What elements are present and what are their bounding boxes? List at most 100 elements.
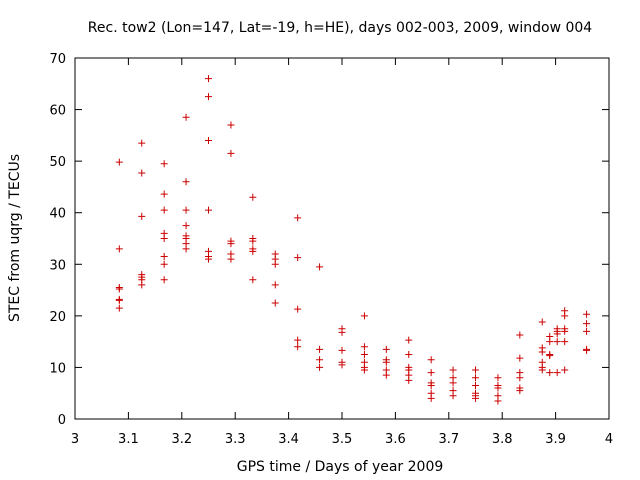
data-point xyxy=(561,366,569,374)
x-tick-label: 3.5 xyxy=(332,432,353,447)
x-axis-label: GPS time / Days of year 2009 xyxy=(237,459,444,475)
data-point xyxy=(405,336,413,344)
data-point xyxy=(138,169,146,177)
data-point xyxy=(205,255,212,263)
data-point xyxy=(405,351,413,359)
data-point xyxy=(546,338,554,346)
data-point xyxy=(160,276,168,284)
data-point xyxy=(494,397,502,405)
data-point xyxy=(316,263,324,271)
data-point xyxy=(546,369,554,377)
data-point xyxy=(553,369,561,377)
data-point xyxy=(382,345,390,353)
data-point xyxy=(472,366,479,374)
x-tick-label: 3.3 xyxy=(225,432,246,447)
data-point xyxy=(583,327,591,335)
y-tick-label: 30 xyxy=(49,258,66,273)
data-point xyxy=(516,387,524,395)
data-point xyxy=(382,358,390,366)
data-point xyxy=(583,346,591,354)
data-point xyxy=(160,160,168,168)
data-point xyxy=(160,206,168,214)
data-point xyxy=(182,113,190,121)
y-axis-label: STEC from uqrg / TECUs xyxy=(7,154,23,322)
y-tick-label: 0 xyxy=(58,413,66,428)
data-point xyxy=(160,190,168,198)
chart-title: Rec. tow2 (Lon=147, Lat=-19, h=HE), days… xyxy=(88,20,592,36)
data-point xyxy=(160,253,168,261)
data-point xyxy=(561,338,569,346)
data-point xyxy=(546,352,554,360)
data-point xyxy=(561,312,569,320)
data-point xyxy=(294,305,302,313)
data-point xyxy=(227,240,235,248)
data-point xyxy=(538,318,546,326)
data-point xyxy=(249,247,257,255)
data-point xyxy=(294,254,302,262)
x-axis-ticks: 3 3.1 3.2 3.3 3.4 3.5 3.6 3.7 3.8 3.9 4 xyxy=(71,58,613,447)
y-tick-label: 40 xyxy=(49,207,66,222)
x-tick-label: 3.8 xyxy=(492,432,513,447)
data-point xyxy=(316,356,324,364)
data-point xyxy=(249,276,257,284)
data-point xyxy=(138,212,146,220)
data-point xyxy=(160,260,168,268)
x-tick-label: 3.4 xyxy=(278,432,299,447)
data-point xyxy=(472,374,479,382)
data-point xyxy=(227,255,235,263)
x-tick-label: 3.1 xyxy=(118,432,139,447)
data-point xyxy=(115,285,123,293)
y-tick-label: 50 xyxy=(49,155,66,170)
y-tick-label: 20 xyxy=(49,310,66,325)
data-point xyxy=(138,281,146,289)
data-point xyxy=(449,392,457,400)
data-point xyxy=(294,214,302,222)
data-point xyxy=(205,137,212,145)
x-tick-label: 3.2 xyxy=(171,432,192,447)
data-point xyxy=(227,121,235,129)
data-point xyxy=(427,381,435,389)
y-axis-ticks: 0 10 20 30 40 50 60 70 xyxy=(49,52,609,428)
data-point xyxy=(472,394,479,402)
data-point xyxy=(115,296,123,304)
data-point xyxy=(271,260,279,268)
data-point xyxy=(360,343,368,351)
data-point xyxy=(516,374,524,382)
x-tick-label: 3.6 xyxy=(385,432,406,447)
data-point xyxy=(271,281,279,289)
data-point xyxy=(316,345,324,353)
data-point xyxy=(583,310,591,318)
data-point xyxy=(472,381,479,389)
data-point xyxy=(182,178,190,186)
data-point xyxy=(494,384,502,392)
data-point xyxy=(316,363,324,371)
data-point xyxy=(249,237,257,245)
data-point xyxy=(382,371,390,379)
data-point xyxy=(561,327,569,335)
data-point xyxy=(538,366,546,374)
data-point xyxy=(338,361,346,369)
x-tick-label: 3 xyxy=(71,432,79,447)
data-point xyxy=(182,245,190,253)
data-point xyxy=(553,330,561,338)
data-point xyxy=(249,193,257,201)
data-point xyxy=(360,366,368,374)
data-point xyxy=(427,394,435,402)
data-point xyxy=(115,245,123,253)
data-point xyxy=(449,366,457,374)
data-point xyxy=(115,304,123,312)
y-tick-label: 70 xyxy=(49,52,66,67)
data-point xyxy=(294,336,302,344)
x-tick-label: 3.7 xyxy=(438,432,459,447)
data-point xyxy=(205,75,212,83)
data-point xyxy=(427,356,435,364)
y-tick-label: 10 xyxy=(49,361,66,376)
data-point xyxy=(360,351,368,359)
data-point xyxy=(115,158,123,166)
data-point xyxy=(405,376,413,384)
data-points xyxy=(115,75,591,405)
x-tick-label: 4 xyxy=(605,432,613,447)
data-point xyxy=(553,338,561,346)
data-point xyxy=(360,312,368,320)
